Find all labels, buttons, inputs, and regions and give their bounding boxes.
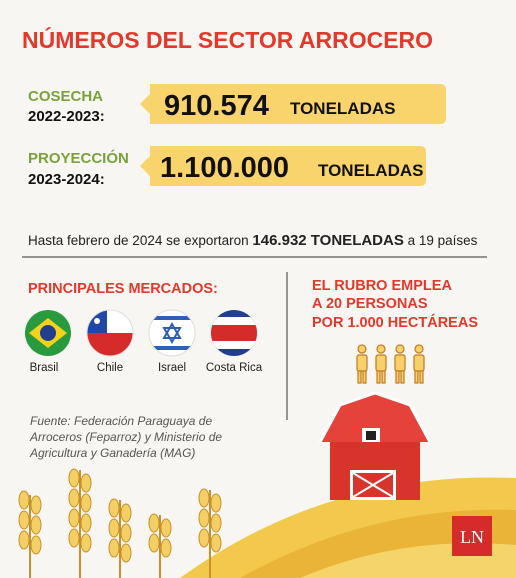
stat-banner xyxy=(140,146,426,186)
stat-label: PROYECCIÓN xyxy=(28,149,129,167)
stat-unit: TONELADAS xyxy=(318,161,423,180)
people-icons xyxy=(356,344,425,384)
stat-banner xyxy=(140,84,446,124)
country-label: Costa Rica xyxy=(206,362,263,374)
export-before: Hasta febrero de 2024 se exportaron xyxy=(28,233,249,248)
flag-brasil xyxy=(25,310,71,356)
country-label: Chile xyxy=(97,362,123,374)
source-line: Arroceros (Feparroz) y Ministerio de xyxy=(29,430,222,444)
stat-value: 1.100.000 xyxy=(160,152,289,184)
export-highlight: 146.932 TONELADAS xyxy=(252,232,403,249)
country-label: Israel xyxy=(158,362,186,374)
stat-label: COSECHA xyxy=(28,88,103,105)
stat-period: 2023-2024: xyxy=(28,171,105,188)
export-after: a 19 países xyxy=(408,233,478,248)
logo: LN xyxy=(460,527,484,547)
export-note: Hasta febrero de 2024 se exportaron 146.… xyxy=(28,232,478,249)
source-line: Agricultura y Ganadería (MAG) xyxy=(29,446,195,460)
markets-title: PRINCIPALES MERCADOS: xyxy=(28,281,218,297)
flag-chile xyxy=(86,309,134,357)
barn xyxy=(318,391,432,500)
logo-box xyxy=(452,516,492,556)
stat-unit: TONELADAS xyxy=(290,99,395,118)
stat-value: 910.574 xyxy=(164,90,269,122)
fields xyxy=(180,477,516,578)
country-label: Brasil xyxy=(30,362,59,374)
employment-line: A 20 PERSONAS xyxy=(312,296,428,312)
flag-costa-rica xyxy=(211,310,257,356)
stat-period: 2022-2023: xyxy=(28,108,105,125)
source-line: Fuente: Federación Paraguaya de xyxy=(30,414,212,428)
flag-israel xyxy=(148,309,196,357)
employment-line: EL RUBRO EMPLEA xyxy=(312,278,452,294)
wheat xyxy=(18,468,222,578)
title: NÚMEROS DEL SECTOR ARROCERO xyxy=(22,26,433,53)
employment-line: POR 1.000 HECTÁREAS xyxy=(312,314,478,331)
